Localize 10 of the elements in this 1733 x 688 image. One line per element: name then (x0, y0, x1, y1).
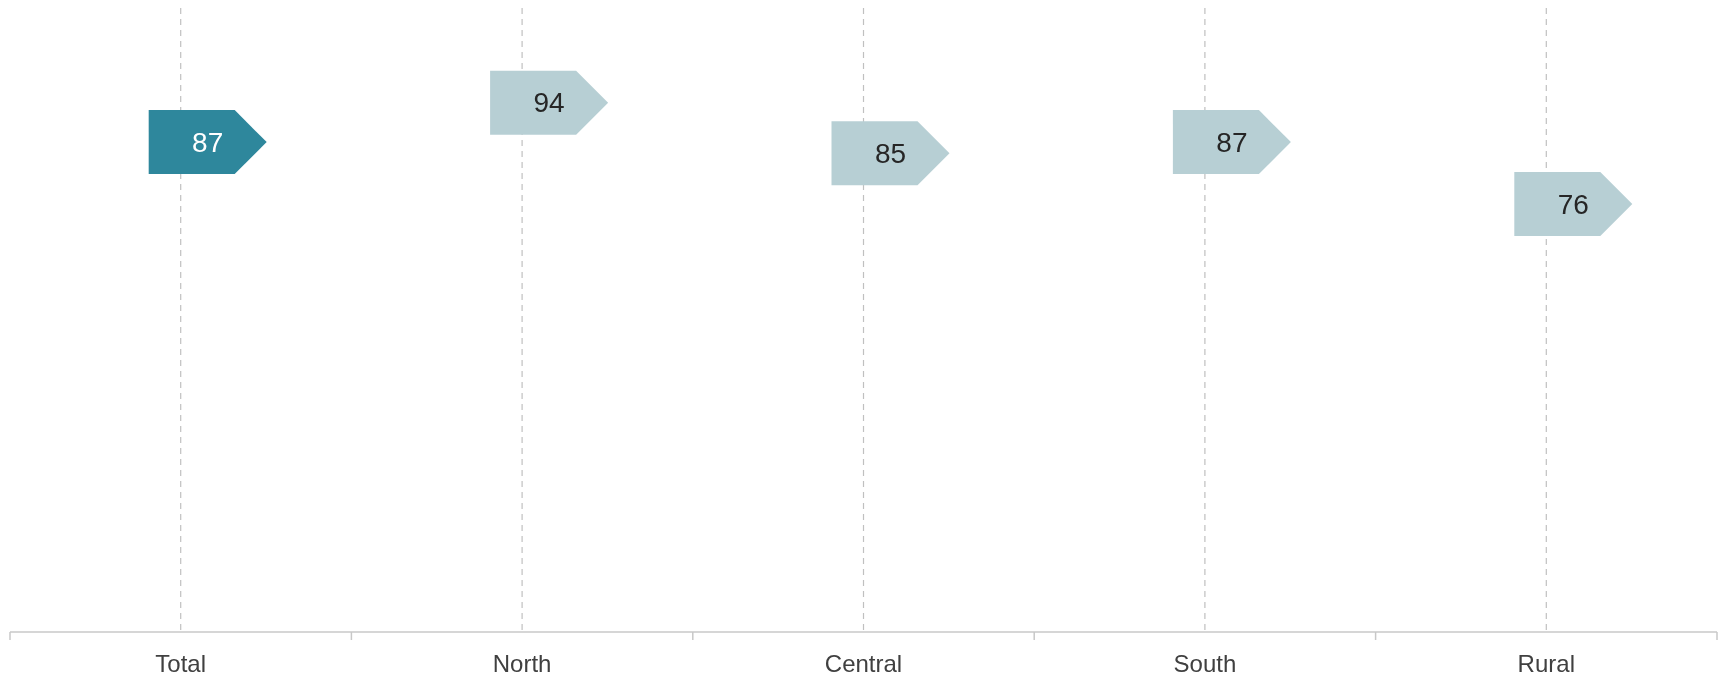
category-label: North (492, 650, 552, 677)
category-label: Total (155, 650, 207, 677)
data-label: 87 (1216, 126, 1248, 158)
data-label: 87 (192, 126, 224, 158)
data-label: 85 (874, 138, 907, 170)
data-label: 94 (533, 87, 565, 119)
data-label: 76 (1557, 188, 1589, 220)
category-label: Central (824, 650, 903, 677)
category-label: South (1173, 650, 1237, 677)
category-label: Rural (1517, 650, 1575, 677)
